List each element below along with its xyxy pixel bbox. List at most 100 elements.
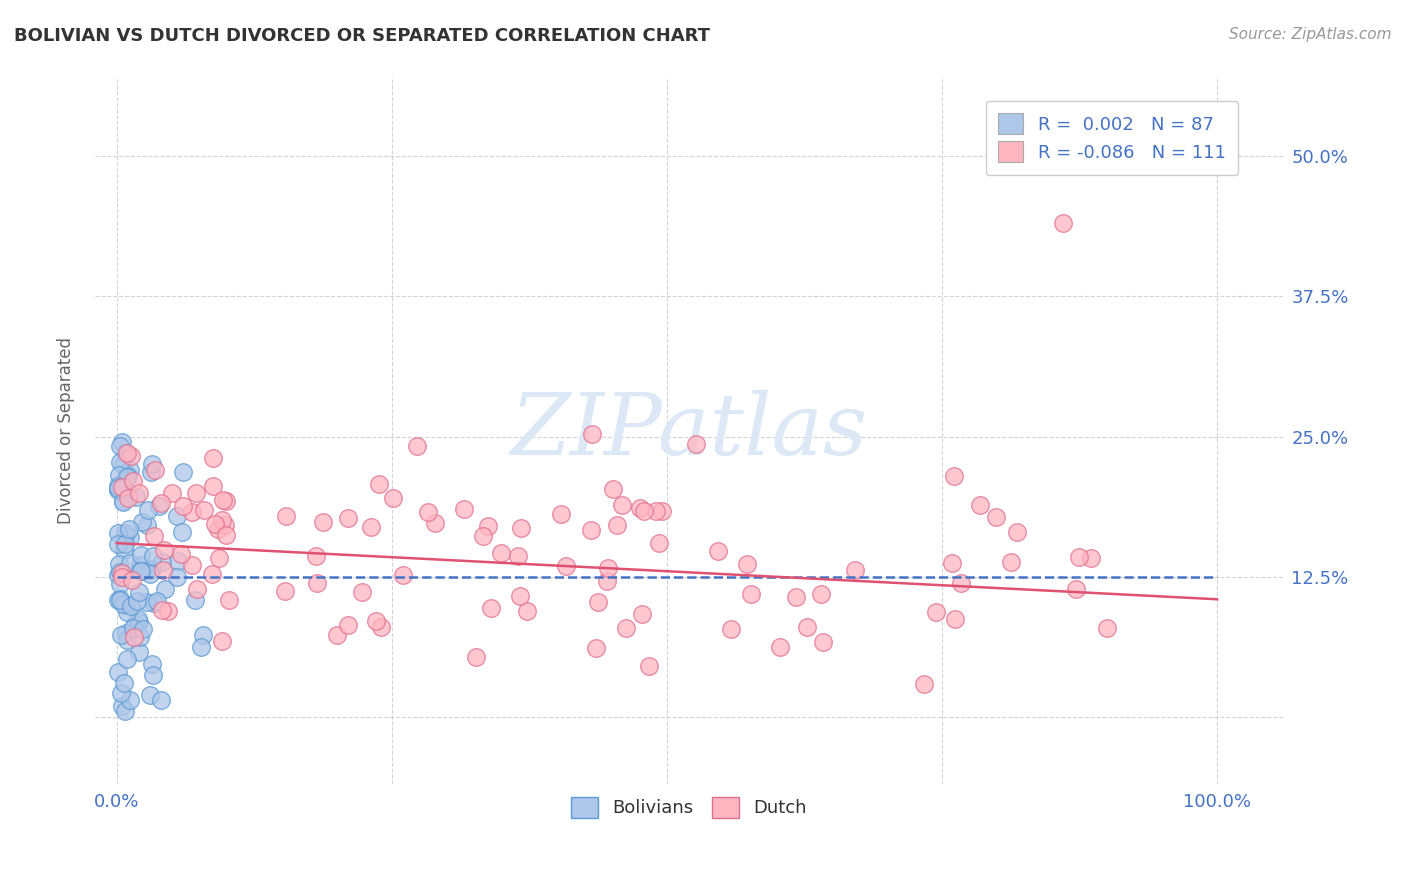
Point (631, 607, 654, 621)
Point (201, 567, 224, 582)
Point (214, 517, 236, 532)
Point (138, 688, 160, 702)
Point (212, 492, 235, 507)
Point (382, 491, 405, 506)
Point (350, 585, 373, 599)
Point (108, 468, 131, 483)
Point (107, 526, 129, 541)
Point (160, 485, 183, 500)
Point (925, 605, 948, 619)
Point (1080, 550, 1102, 565)
Point (810, 587, 832, 601)
Point (685, 437, 707, 451)
Point (117, 445, 139, 459)
Point (166, 570, 188, 584)
Point (153, 582, 176, 596)
Point (735, 558, 758, 572)
Text: BOLIVIAN VS DUTCH DIVORCED OR SEPARATED CORRELATION CHART: BOLIVIAN VS DUTCH DIVORCED OR SEPARATED … (14, 27, 710, 45)
Point (337, 511, 360, 525)
Point (360, 520, 382, 534)
Point (368, 477, 391, 491)
Point (128, 585, 150, 599)
Point (768, 640, 790, 654)
Point (218, 592, 240, 607)
Point (128, 615, 150, 630)
Point (508, 549, 530, 564)
Point (180, 505, 202, 519)
Point (785, 591, 807, 605)
Text: ZIPatlas: ZIPatlas (510, 390, 868, 472)
Point (326, 628, 349, 642)
Point (170, 547, 193, 561)
Point (148, 500, 170, 514)
Point (211, 633, 233, 648)
Point (1095, 621, 1118, 635)
Point (111, 435, 134, 450)
Point (142, 596, 165, 610)
Point (125, 490, 148, 504)
Point (108, 577, 131, 591)
Point (651, 504, 673, 518)
Point (214, 494, 236, 508)
Point (118, 463, 141, 477)
Point (114, 537, 136, 551)
Point (120, 530, 142, 544)
Point (945, 612, 967, 626)
Legend: Bolivians, Dutch: Bolivians, Dutch (564, 789, 814, 825)
Point (124, 617, 146, 632)
Point (202, 451, 225, 466)
Point (138, 503, 160, 517)
Point (166, 508, 188, 523)
Point (969, 498, 991, 512)
Point (128, 645, 150, 659)
Point (172, 465, 194, 479)
Point (111, 570, 134, 584)
Point (118, 693, 141, 707)
Point (111, 566, 134, 581)
Point (614, 622, 637, 636)
Point (110, 565, 132, 579)
Point (115, 605, 138, 619)
Point (149, 693, 172, 707)
Point (276, 508, 298, 523)
Point (107, 483, 129, 498)
Point (337, 617, 360, 632)
Point (215, 528, 238, 542)
Point (115, 598, 138, 612)
Point (117, 484, 139, 499)
Point (912, 676, 935, 690)
Point (167, 554, 190, 568)
Point (111, 598, 134, 612)
Point (112, 676, 135, 690)
Point (143, 463, 166, 477)
Point (312, 516, 335, 530)
Point (127, 593, 149, 607)
Point (479, 601, 502, 615)
Point (141, 657, 163, 671)
Point (510, 520, 533, 534)
Point (740, 587, 762, 601)
Point (128, 485, 150, 500)
Point (107, 478, 129, 492)
Point (633, 504, 655, 518)
Y-axis label: Divorced or Separated: Divorced or Separated (58, 337, 75, 524)
Point (114, 705, 136, 719)
Point (108, 455, 131, 469)
Point (191, 628, 214, 642)
Point (516, 604, 538, 618)
Point (138, 563, 160, 577)
Point (146, 594, 169, 608)
Point (1005, 525, 1028, 540)
Point (107, 481, 129, 495)
Point (184, 593, 207, 607)
Point (120, 449, 142, 463)
Point (949, 575, 972, 590)
Point (204, 516, 226, 531)
Point (305, 549, 328, 563)
Point (638, 659, 661, 673)
Point (115, 626, 138, 640)
Point (117, 633, 139, 648)
Point (129, 564, 152, 578)
Point (647, 536, 669, 550)
Point (602, 482, 624, 496)
